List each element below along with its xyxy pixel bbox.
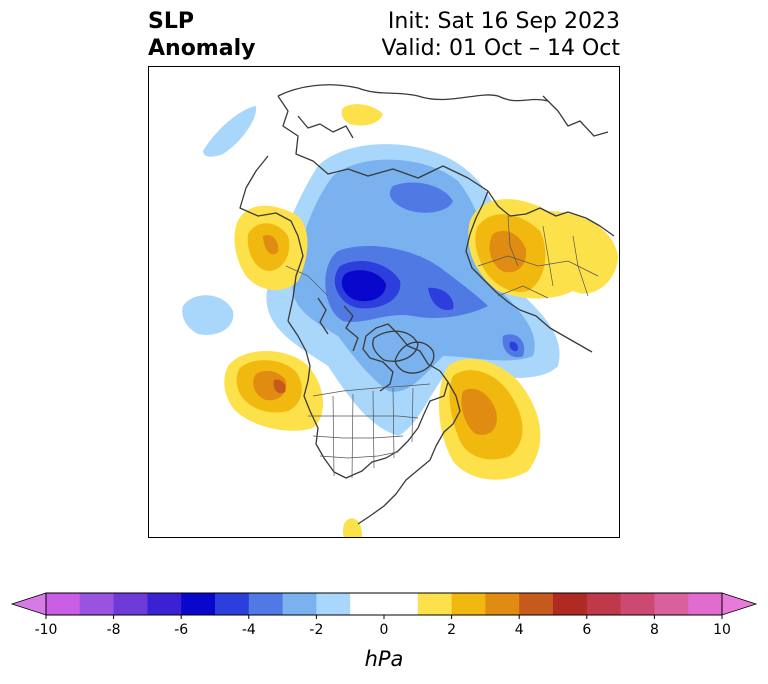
colorbar-cell (248, 593, 283, 615)
colorbar-cell (586, 593, 621, 615)
anomaly-map (148, 66, 620, 538)
colorbar-cell (79, 593, 114, 615)
coastlines (239, 84, 615, 525)
colorbar-tick-label: 10 (713, 622, 731, 638)
map-title: SLP Anomaly (148, 8, 255, 62)
negative-anomaly-patches (182, 106, 257, 335)
colorbar-cell (417, 593, 452, 615)
colorbar-cell (113, 593, 148, 615)
colorbar-cells (10, 592, 758, 616)
map-title-line1: SLP (148, 9, 194, 34)
init-date: Init: Sat 16 Sep 2023 (387, 9, 620, 34)
colorbar: -10 -8 -6 -4 -2 0 2 4 6 8 10 hPa (10, 592, 758, 671)
colorbar-cell (519, 593, 554, 615)
colorbar-cell (215, 593, 250, 615)
colorbar-cell (46, 593, 81, 615)
colorbar-cell (282, 593, 317, 615)
colorbar-tick-label: -8 (107, 622, 121, 638)
colorbar-tick-label: 4 (515, 622, 524, 638)
colorbar-cell (316, 593, 351, 615)
colorbar-tick-label: 8 (650, 622, 659, 638)
colorbar-over-extension (721, 592, 758, 616)
colorbar-cell (451, 593, 486, 615)
positive-anomaly-atlantic (438, 358, 541, 480)
colorbar-tick-label: -4 (242, 622, 256, 638)
colorbar-tick-label: -2 (309, 622, 323, 638)
colorbar-tick-label: 2 (447, 622, 456, 638)
colorbar-cell (620, 593, 655, 615)
colorbar-cell (485, 593, 520, 615)
colorbar-cell (654, 593, 689, 615)
positive-anomaly-small (341, 104, 383, 538)
colorbar-tick-label: -6 (174, 622, 188, 638)
colorbar-cell (147, 593, 182, 615)
colorbar-cell (350, 593, 419, 615)
positive-anomaly-alaska (234, 205, 308, 291)
valid-range: Valid: 01 Oct – 14 Oct (381, 36, 620, 61)
colorbar-cell (688, 593, 723, 615)
colorbar-cell (181, 593, 216, 615)
map-title-line2: Anomaly (148, 36, 256, 61)
colorbar-tick-label: 6 (582, 622, 591, 638)
colorbar-under-extension (10, 592, 47, 616)
colorbar-cell (553, 593, 588, 615)
colorbar-ticks: -10 -8 -6 -4 -2 0 2 4 6 8 10 (35, 615, 731, 638)
political-borders (285, 215, 599, 479)
positive-anomaly-pacific (224, 351, 324, 431)
colorbar-unit-label: hPa (365, 647, 404, 671)
colorbar-tick-label: -10 (35, 622, 58, 638)
date-info: Init: Sat 16 Sep 2023 Valid: 01 Oct – 14… (382, 8, 620, 62)
colorbar-tick-label: 0 (380, 622, 389, 638)
